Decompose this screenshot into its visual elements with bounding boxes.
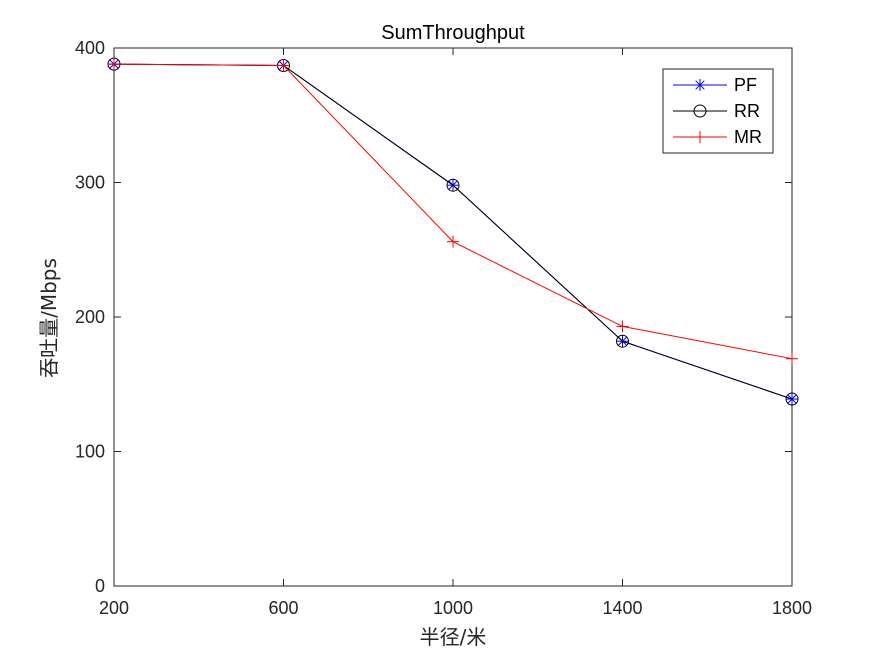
y-tick-label: 100 <box>75 442 105 462</box>
data-point-mr <box>447 235 459 248</box>
x-tick-label: 1400 <box>602 598 642 618</box>
data-point-rr <box>446 178 460 192</box>
x-axis-label: 半径/米 <box>420 625 487 649</box>
x-tick-label: 600 <box>268 598 298 618</box>
y-axis: 0 100 200 300 400 <box>75 38 792 596</box>
data-point-mr <box>277 59 290 72</box>
data-point-mr <box>616 320 629 333</box>
legend: PF RR MR <box>662 68 774 154</box>
x-tick-label: 200 <box>99 598 129 618</box>
data-point-rr <box>616 334 629 348</box>
legend-marker-pf <box>694 79 706 91</box>
y-tick-label: 200 <box>75 307 105 327</box>
chart-title: SumThroughput <box>381 22 525 44</box>
data-point-mr <box>786 352 798 365</box>
x-tick-label: 1800 <box>772 598 812 618</box>
x-tick-label: 1000 <box>433 598 473 618</box>
legend-label-pf: PF <box>734 75 757 95</box>
y-tick-label: 400 <box>75 38 105 58</box>
y-tick-label: 0 <box>95 576 105 596</box>
legend-label-mr: MR <box>734 127 762 147</box>
legend-marker-mr <box>694 131 706 143</box>
data-point-mr <box>108 58 120 71</box>
x-axis: 200 600 1000 1400 1800 <box>99 48 812 618</box>
y-axis-label: 吞吐量/Mbps <box>37 258 61 378</box>
y-tick-label: 300 <box>75 173 105 193</box>
data-point-rr <box>785 392 799 406</box>
ast-d2 <box>695 80 705 90</box>
legend-marker-rr <box>693 104 707 118</box>
legend-label-rr: RR <box>734 101 760 121</box>
